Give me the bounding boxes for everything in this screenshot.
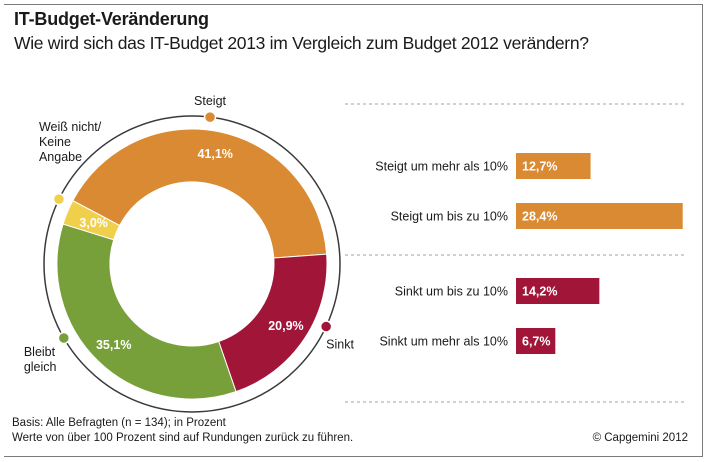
- donut-category-label-sinkt: Sinkt: [326, 338, 354, 352]
- donut-category-label-bleibt: Bleibt gleich: [24, 345, 57, 374]
- donut-ring-dot-sinkt: [319, 320, 333, 333]
- bar-category-label-3: Sinkt um bis zu 10%: [395, 285, 508, 299]
- donut-category-label-line: Angabe: [39, 150, 82, 164]
- donut-ring-dot-weiss: [52, 192, 66, 206]
- footnote-line-1: Basis: Alle Befragten (n = 134); in Proz…: [12, 417, 226, 429]
- donut-category-label-line: Keine: [39, 135, 71, 149]
- donut-category-label-steigt: Steigt: [194, 94, 226, 108]
- donut-value-label-sinkt: 20,9%: [268, 319, 303, 333]
- donut-category-label-weiss: Weiß nicht/Keine Angabe: [39, 120, 102, 164]
- donut-value-label-steigt: 41,1%: [197, 147, 232, 161]
- bar-chart: Steigt um mehr als 10% 12,7% Steigt um bis…: [345, 103, 684, 403]
- bar-value-label-3: 14,2%: [522, 285, 557, 299]
- donut-slice-weiss: [62, 199, 121, 241]
- donut-category-label-line: Weiß nicht/: [39, 120, 102, 134]
- footnote-line-2: Werte von über 100 Prozent sind auf Rund…: [12, 432, 354, 444]
- donut-value-label-weiss: 3,0%: [79, 216, 108, 230]
- donut-ring-dot-bleibt: [57, 331, 71, 345]
- donut-category-label-line: Bleibt: [24, 345, 56, 359]
- donut-category-label-line: gleich: [24, 360, 57, 374]
- chart-title: IT-Budget-Veränderung: [14, 9, 209, 29]
- footnote: Basis: Alle Befragten (n = 134); in Proz…: [12, 416, 353, 446]
- bar-value-label-2: 28,4%: [522, 210, 557, 224]
- donut-outer-ring: [43, 115, 341, 413]
- donut-category-label-line: Sinkt: [326, 338, 354, 352]
- donut-category-label-line: Steigt: [194, 94, 226, 108]
- donut-ring-dot-steigt: [203, 110, 217, 124]
- chart-frame: [4, 4, 703, 457]
- bar-category-label-4: Sinkt um mehr als 10%: [379, 335, 508, 349]
- chart-subtitle: Wie wird sich das IT-Budget 2013 im Verg…: [14, 33, 589, 53]
- donut-slice-steigt: [72, 128, 328, 259]
- bar-value-label-4: 6,7%: [522, 335, 551, 349]
- bar-value-label-1: 12,7%: [522, 160, 557, 174]
- donut-value-label-bleibt: 35,1%: [96, 338, 131, 352]
- donut-slice-bleibt: [56, 223, 237, 400]
- donut-chart: 41,1% Steigt 20,9% Sinkt 35,1% Bleibt gleich 3,…: [24, 94, 354, 413]
- bar-3: [516, 278, 600, 304]
- bar-1: [516, 153, 591, 179]
- copyright: © Capgemini 2012: [592, 432, 688, 444]
- bar-category-label-2: Steigt um bis zu 10%: [391, 210, 508, 224]
- bar-4: [516, 328, 556, 354]
- bar-category-label-1: Steigt um mehr als 10%: [375, 160, 508, 174]
- bar-2: [516, 203, 683, 229]
